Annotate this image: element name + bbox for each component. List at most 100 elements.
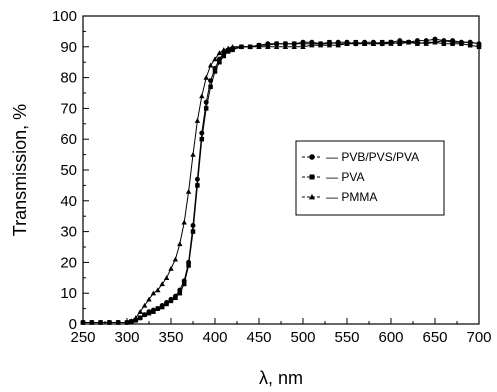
- data-point: [221, 47, 227, 53]
- data-point: [159, 304, 165, 310]
- x-tick-label: 600: [378, 329, 403, 346]
- data-point: [186, 263, 191, 268]
- plot-area-frame: [82, 15, 480, 325]
- data-point: [203, 106, 209, 111]
- data-point: [163, 275, 170, 280]
- data-point: [194, 176, 200, 182]
- x-tick-label: 400: [202, 329, 227, 346]
- data-point: [361, 41, 368, 46]
- data-point: [195, 183, 200, 188]
- data-point: [212, 56, 218, 62]
- data-point: [173, 295, 178, 301]
- y-tick-label: 30: [60, 224, 77, 241]
- data-point: [137, 315, 143, 321]
- data-point: [247, 44, 253, 49]
- data-point: [133, 315, 139, 320]
- data-point: [181, 281, 187, 287]
- data-point: [230, 47, 235, 53]
- data-point: [146, 296, 152, 302]
- data-point: [164, 301, 169, 307]
- data-point: [190, 229, 196, 234]
- data-point: [137, 308, 143, 314]
- data-point: [190, 222, 196, 228]
- data-point: [327, 39, 332, 45]
- data-point: [379, 41, 385, 46]
- data-point: [344, 41, 350, 46]
- data-point: [199, 93, 205, 99]
- legend-label: — PMMA: [326, 190, 377, 204]
- data-point: [265, 44, 271, 49]
- data-point: [282, 44, 289, 49]
- data-point: [208, 84, 213, 90]
- data-point: [291, 41, 297, 46]
- data-point: [467, 39, 473, 45]
- data-point: [203, 74, 209, 80]
- data-point: [458, 39, 465, 45]
- data-point: [146, 310, 152, 316]
- x-tick-label: 450: [246, 329, 271, 346]
- x-tick-label: 700: [466, 329, 491, 346]
- data-point: [199, 130, 205, 136]
- data-point: [141, 302, 148, 308]
- y-tick-label: 70: [60, 100, 77, 117]
- series-line: [83, 40, 480, 323]
- data-point: [177, 241, 183, 247]
- data-point: [405, 39, 412, 45]
- legend-marker: [309, 154, 315, 160]
- y-tick-label: 90: [60, 39, 77, 56]
- data-point: [229, 44, 236, 49]
- legend-frame: [295, 140, 445, 216]
- data-point: [181, 219, 187, 225]
- x-tick-label: 350: [158, 329, 183, 346]
- data-point: [423, 41, 429, 46]
- legend-label: — PVA: [326, 170, 364, 184]
- x-tick-label: 650: [422, 329, 447, 346]
- data-point: [467, 43, 473, 48]
- data-point: [168, 298, 174, 304]
- data-point: [142, 312, 147, 318]
- data-point: [194, 118, 201, 123]
- data-point: [274, 41, 279, 46]
- data-point: [155, 306, 161, 311]
- data-point: [212, 69, 218, 74]
- data-point: [449, 39, 456, 45]
- data-point: [151, 309, 156, 314]
- data-point: [397, 39, 403, 45]
- y-tick-label: 60: [60, 131, 77, 148]
- data-point: [221, 53, 227, 59]
- y-tick-label: 10: [60, 285, 77, 302]
- data-point: [283, 41, 288, 46]
- y-tick-label: 100: [52, 8, 77, 25]
- data-point: [388, 41, 394, 46]
- y-tick-label: 80: [60, 70, 77, 87]
- data-point: [300, 44, 306, 49]
- x-tick-label: 300: [114, 329, 139, 346]
- data-point: [159, 281, 165, 287]
- ticks-layer: 250 300 350 400 450 500 550 600 650 700 0 10 20 30 40 5…: [52, 8, 492, 346]
- data-point: [273, 44, 280, 49]
- x-axis-title: λ, nm: [259, 368, 303, 388]
- data-point: [150, 290, 157, 296]
- data-point: [190, 151, 196, 157]
- data-point: [217, 59, 222, 65]
- legend-label: — PVB/PVS/PVA: [326, 150, 419, 164]
- data-point: [370, 41, 377, 46]
- y-tick-label: 0: [69, 316, 77, 333]
- data-point: [441, 37, 447, 43]
- data-point: [291, 44, 297, 49]
- x-tick-label: 550: [334, 329, 359, 346]
- data-point: [335, 42, 341, 48]
- x-tick-label: 500: [290, 329, 315, 346]
- x-tick-label: 250: [70, 329, 95, 346]
- data-point: [441, 41, 447, 46]
- data-point: [216, 50, 223, 56]
- data-point: [185, 188, 192, 194]
- data-point: [128, 318, 135, 324]
- data-point: [168, 265, 174, 271]
- data-point: [238, 44, 245, 49]
- data-point: [414, 39, 421, 45]
- y-tick-label: 20: [60, 254, 77, 271]
- y-tick-label: 40: [60, 193, 77, 210]
- data-point: [225, 45, 231, 51]
